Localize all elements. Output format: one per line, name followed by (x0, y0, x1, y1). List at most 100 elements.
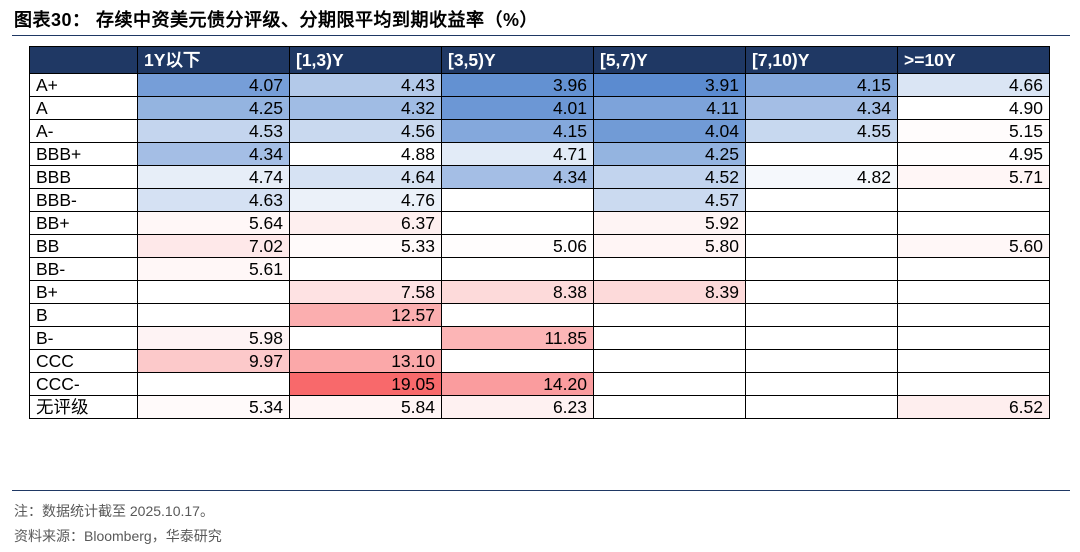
row-label: B- (29, 326, 138, 350)
heatmap-cell: 4.34 (137, 142, 290, 166)
heatmap-cell: 4.01 (441, 96, 594, 120)
row-label: 无评级 (29, 395, 138, 419)
empty-cell (745, 211, 898, 235)
heatmap-cell: 5.15 (897, 119, 1050, 143)
corner-cell (29, 46, 138, 74)
heatmap-cell: 4.88 (289, 142, 442, 166)
table-row: BB 7.02 5.33 5.06 5.80 5.60 (29, 234, 1050, 258)
heatmap-cell: 3.96 (441, 73, 594, 97)
heatmap-cell: 4.52 (593, 165, 746, 189)
heatmap-cell: 4.76 (289, 188, 442, 212)
row-label: B (29, 303, 138, 327)
row-label: A+ (29, 73, 138, 97)
heatmap-cell: 5.06 (441, 234, 594, 258)
heatmap-cell: 5.34 (137, 395, 290, 419)
heatmap-cell: 4.74 (137, 165, 290, 189)
heatmap-cell: 5.92 (593, 211, 746, 235)
table-row: CCC 9.97 13.10 (29, 349, 1050, 373)
heatmap-cell: 4.07 (137, 73, 290, 97)
heatmap-cell: 4.25 (137, 96, 290, 120)
column-header: >=10Y (897, 46, 1050, 74)
row-label: A (29, 96, 138, 120)
header-row: 1Y以下 [1,3)Y [3,5)Y [5,7)Y [7,10)Y >=10Y (29, 46, 1050, 74)
column-header: [7,10)Y (745, 46, 898, 74)
heatmap-cell: 11.85 (441, 326, 594, 350)
table-row: B+ 7.58 8.38 8.39 (29, 280, 1050, 304)
heatmap-cell: 8.39 (593, 280, 746, 304)
heatmap-cell: 4.34 (441, 165, 594, 189)
heatmap-cell: 7.02 (137, 234, 290, 258)
empty-cell (593, 257, 746, 281)
empty-cell (593, 303, 746, 327)
empty-cell (897, 372, 1050, 396)
heatmap-cell: 12.57 (289, 303, 442, 327)
empty-cell (745, 280, 898, 304)
heatmap-cell: 4.11 (593, 96, 746, 120)
heatmap-cell: 6.37 (289, 211, 442, 235)
heatmap-cell: 4.56 (289, 119, 442, 143)
empty-cell (137, 303, 290, 327)
table-row: BBB+ 4.34 4.88 4.71 4.25 4.95 (29, 142, 1050, 166)
heatmap-cell: 4.63 (137, 188, 290, 212)
heatmap-cell: 4.34 (745, 96, 898, 120)
column-header: [3,5)Y (441, 46, 594, 74)
column-header: [5,7)Y (593, 46, 746, 74)
heatmap-cell: 5.61 (137, 257, 290, 281)
heatmap-cell: 9.97 (137, 349, 290, 373)
heatmap-cell: 4.55 (745, 119, 898, 143)
heatmap-cell: 4.95 (897, 142, 1050, 166)
heatmap-cell: 4.32 (289, 96, 442, 120)
table-row: BB- 5.61 (29, 257, 1050, 281)
heatmap-cell: 5.60 (897, 234, 1050, 258)
table-row: B- 5.98 11.85 (29, 326, 1050, 350)
row-label: CCC- (29, 372, 138, 396)
heatmap-cell: 8.38 (441, 280, 594, 304)
empty-cell (745, 326, 898, 350)
heatmap-cell: 5.80 (593, 234, 746, 258)
empty-cell (441, 211, 594, 235)
heatmap-cell: 14.20 (441, 372, 594, 396)
row-label: A- (29, 119, 138, 143)
table-row: BBB 4.74 4.64 4.34 4.52 4.82 5.71 (29, 165, 1050, 189)
empty-cell (593, 349, 746, 373)
chart-title: 图表30： 存续中资美元债分评级、分期限平均到期收益率（%） (14, 10, 539, 30)
empty-cell (289, 326, 442, 350)
empty-cell (745, 188, 898, 212)
empty-cell (593, 372, 746, 396)
heatmap-cell: 4.71 (441, 142, 594, 166)
heatmap-cell: 4.15 (441, 119, 594, 143)
heatmap-cell: 4.43 (289, 73, 442, 97)
title-divider (12, 35, 1070, 36)
empty-cell (897, 349, 1050, 373)
empty-cell (745, 349, 898, 373)
heatmap-cell: 4.57 (593, 188, 746, 212)
heatmap-cell: 6.52 (897, 395, 1050, 419)
empty-cell (137, 372, 290, 396)
table-row: A 4.25 4.32 4.01 4.11 4.34 4.90 (29, 96, 1050, 120)
footnote: 注：数据统计截至 2025.10.17。 (14, 503, 214, 519)
table-row: B 12.57 (29, 303, 1050, 327)
empty-cell (441, 303, 594, 327)
empty-cell (593, 395, 746, 419)
empty-cell (289, 257, 442, 281)
table-row: 无评级 5.34 5.84 6.23 6.52 (29, 395, 1050, 419)
row-label: BB (29, 234, 138, 258)
empty-cell (745, 142, 898, 166)
empty-cell (137, 280, 290, 304)
heatmap-cell: 4.53 (137, 119, 290, 143)
heatmap-cell: 4.25 (593, 142, 746, 166)
heatmap-cell: 4.90 (897, 96, 1050, 120)
row-label: BBB+ (29, 142, 138, 166)
empty-cell (593, 326, 746, 350)
column-header: 1Y以下 (137, 46, 290, 74)
table-row: A+ 4.07 4.43 3.96 3.91 4.15 4.66 (29, 73, 1050, 97)
heatmap-cell: 5.84 (289, 395, 442, 419)
empty-cell (897, 326, 1050, 350)
table-row: BBB- 4.63 4.76 4.57 (29, 188, 1050, 212)
empty-cell (897, 303, 1050, 327)
empty-cell (745, 257, 898, 281)
empty-cell (897, 280, 1050, 304)
empty-cell (745, 234, 898, 258)
heatmap-table: 1Y以下 [1,3)Y [3,5)Y [5,7)Y [7,10)Y >=10Y A+ 4.0… (29, 46, 1050, 419)
footer-divider (12, 490, 1070, 491)
